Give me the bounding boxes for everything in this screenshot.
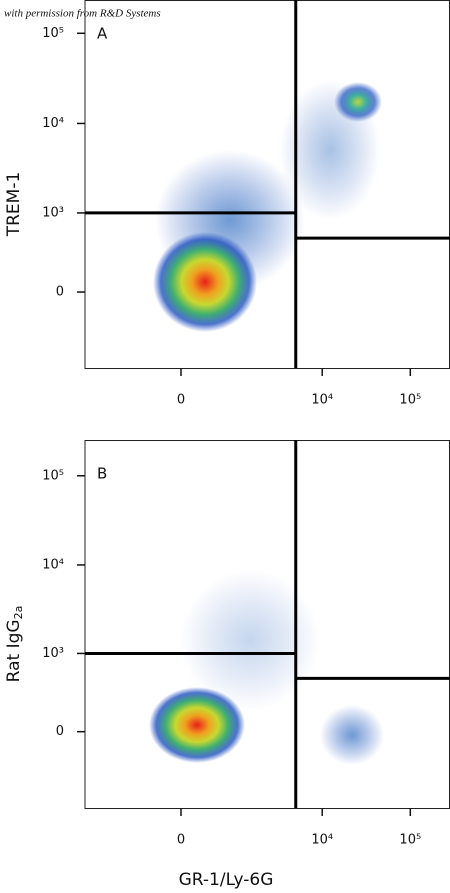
y-tick-label: 10⁵ [42, 26, 64, 41]
x-tick-label: 10⁴ [311, 833, 333, 848]
x-axis-title: GR-1/Ly-6G [179, 870, 274, 890]
y-axis-title-text: Rat IgG [4, 619, 24, 682]
x-tick-label: 0 [177, 393, 185, 408]
credit: with permission from R&D Systems [4, 8, 161, 20]
y-axis-title: Rat IgG2a [4, 606, 25, 683]
y-axis-title-text: TREM-1 [4, 172, 24, 238]
x-tick-label: 10⁵ [399, 833, 421, 848]
x-tick-label: 0 [177, 833, 185, 848]
panel-label: B [97, 465, 107, 483]
panel-label: A [97, 25, 108, 43]
y-tick-label: 0 [56, 724, 64, 739]
y-tick-label: 10⁴ [42, 116, 64, 131]
x-tick-label: 10⁵ [399, 393, 421, 408]
y-tick-label: 10⁴ [42, 557, 64, 572]
density-cloud [153, 80, 382, 332]
y-axis-title: TREM-1 [4, 172, 24, 238]
y-tick-label: 10³ [42, 205, 64, 220]
y-tick-label: 0 [56, 285, 64, 300]
y-tick-label: 10³ [42, 646, 64, 661]
density-cloud [149, 570, 384, 765]
y-tick-label: 10⁵ [42, 468, 64, 483]
x-tick-label: 10⁴ [311, 393, 333, 408]
y-axis-title-subscript: 2a [12, 606, 25, 620]
